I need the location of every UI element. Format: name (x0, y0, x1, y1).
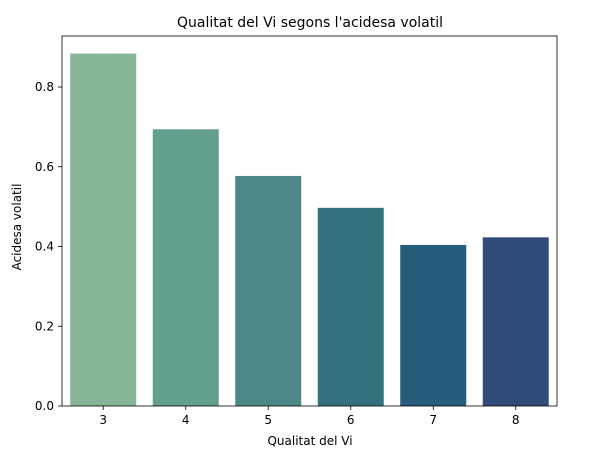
x-tick-label-4: 4 (182, 413, 190, 427)
y-tick-label: 0.2 (35, 319, 54, 333)
x-tick-label-7: 7 (429, 413, 437, 427)
bar-6 (317, 207, 384, 406)
y-tick-label: 0.8 (35, 80, 54, 94)
x-tick-label-8: 8 (512, 413, 520, 427)
bar-3 (70, 53, 137, 407)
chart-title: Qualitat del Vi segons l'acidesa volatil (177, 15, 443, 31)
plot-frame (61, 35, 558, 407)
bar-5 (235, 175, 302, 406)
bar-8 (482, 237, 549, 406)
y-tick-label: 0.4 (35, 240, 54, 254)
bar-4 (152, 129, 219, 406)
y-tick-label: 0.6 (35, 160, 54, 174)
x-axis: 3 4 5 6 7 8 (99, 406, 520, 427)
x-axis-label: Qualitat del Vi (267, 434, 352, 448)
x-tick-label-5: 5 (264, 413, 272, 427)
y-axis: 0.0 0.2 0.4 0.6 0.8 (35, 80, 62, 413)
x-tick-label-3: 3 (99, 413, 107, 427)
bar-7 (400, 244, 467, 406)
x-tick-label-6: 6 (347, 413, 355, 427)
bars (70, 53, 549, 407)
y-axis-label: Acidesa volatil (10, 184, 24, 271)
y-tick-label: 0.0 (35, 399, 54, 413)
